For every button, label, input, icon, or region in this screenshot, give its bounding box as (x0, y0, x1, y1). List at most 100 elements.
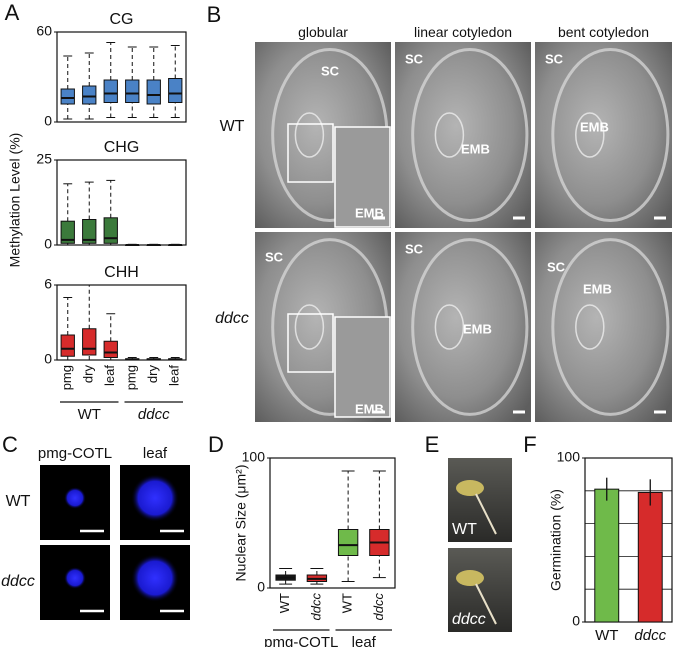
chart-title: CHG (104, 139, 140, 156)
seedling-root (475, 583, 497, 625)
column-label: pmg-COTL (38, 445, 112, 462)
panel-letter: D (208, 432, 224, 457)
x-tick-label: WT (595, 627, 618, 644)
plot-frame (56, 284, 187, 361)
seedling (456, 570, 484, 586)
y-tick-label: 100 (557, 449, 581, 465)
embryo (434, 112, 465, 158)
y-tick-label: 0 (44, 236, 52, 252)
embryo (294, 112, 325, 158)
column-label: linear cotyledon (413, 24, 513, 40)
group-label: WT (78, 406, 101, 423)
box (82, 219, 97, 244)
bar (594, 488, 620, 623)
panel-letter: C (2, 432, 18, 457)
x-tick-label: WT (277, 593, 292, 613)
x-tick-label: leaf (102, 365, 117, 386)
embryo (575, 304, 605, 350)
box (125, 79, 140, 103)
annotation: EMB (461, 141, 490, 156)
plot-frame (56, 159, 187, 246)
row-label: WT (220, 118, 245, 135)
annotation: EMB (463, 321, 492, 336)
box (82, 85, 97, 105)
box (103, 79, 118, 103)
y-tick-label: 60 (36, 23, 52, 39)
y-axis-label: Methylation Level (%) (7, 133, 23, 268)
annotation: SC (547, 259, 566, 274)
seedling-root (475, 493, 497, 535)
row-label: ddcc (215, 310, 249, 327)
panel-letter: A (5, 0, 20, 25)
box (60, 334, 75, 357)
box (60, 88, 75, 105)
group-label: leaf (352, 634, 377, 647)
image-label: WT (452, 521, 477, 538)
embryo (294, 304, 325, 350)
box (82, 328, 97, 356)
y-axis-label: Germination (%) (548, 489, 564, 591)
column-label: globular (298, 24, 348, 40)
annotation: SC (405, 51, 424, 66)
bar (637, 491, 663, 623)
group-label: pmg-COTL (264, 634, 338, 647)
row-label: WT (6, 493, 31, 510)
image-label: ddcc (452, 611, 486, 628)
x-tick-label: ddcc (634, 627, 666, 644)
x-tick-label: dry (145, 365, 160, 384)
plot-frame (269, 457, 396, 589)
box (168, 78, 183, 103)
nucleus (131, 554, 179, 602)
panel-letter: F (523, 432, 536, 457)
annotation: SC (545, 51, 564, 66)
x-tick-label: WT (340, 593, 355, 613)
y-tick-label: 0 (44, 351, 52, 367)
column-label: bent cotyledon (557, 24, 650, 40)
box (103, 217, 118, 244)
chart-title: CHH (104, 264, 139, 281)
column-label: leaf (143, 445, 168, 462)
box (60, 220, 75, 244)
plot-frame (584, 457, 673, 623)
box (146, 79, 161, 105)
x-tick-label: ddcc (371, 593, 386, 621)
annotation: EMB (355, 401, 384, 416)
seed-outline (551, 47, 670, 223)
seedling (456, 480, 484, 496)
plot-frame (56, 31, 187, 123)
row-label: ddcc (1, 573, 35, 590)
y-tick-label: 0 (257, 579, 265, 595)
annotation: EMB (583, 281, 612, 296)
y-tick-label: 0 (572, 613, 580, 629)
y-tick-label: 0 (44, 113, 52, 129)
annotation: SC (321, 63, 340, 78)
y-axis-label: Nuclear Size (μm²) (233, 465, 249, 582)
inset-source (287, 313, 334, 373)
seed-outline (551, 238, 670, 416)
panel-letter: B (207, 2, 222, 27)
nucleus (64, 567, 86, 589)
seed-outline (411, 238, 529, 416)
x-tick-label: leaf (167, 365, 182, 386)
y-tick-label: 25 (36, 151, 52, 167)
x-tick-label: ddcc (308, 593, 323, 621)
nucleus (64, 487, 86, 509)
y-tick-label: 6 (44, 276, 52, 292)
box (103, 340, 118, 358)
annotation: SC (405, 241, 424, 256)
annotation: EMB (355, 205, 384, 220)
nucleus (131, 474, 179, 522)
embryo (434, 304, 465, 350)
embryo (575, 112, 605, 158)
chart-title: CG (110, 11, 134, 28)
inset-source (287, 123, 334, 183)
panel-letter: E (425, 432, 440, 457)
x-tick-label: dry (81, 365, 96, 384)
inset (334, 316, 391, 418)
x-tick-label: pmg (59, 365, 74, 390)
inset (334, 126, 391, 228)
seed-outline (411, 47, 529, 223)
group-label: ddcc (138, 406, 170, 423)
